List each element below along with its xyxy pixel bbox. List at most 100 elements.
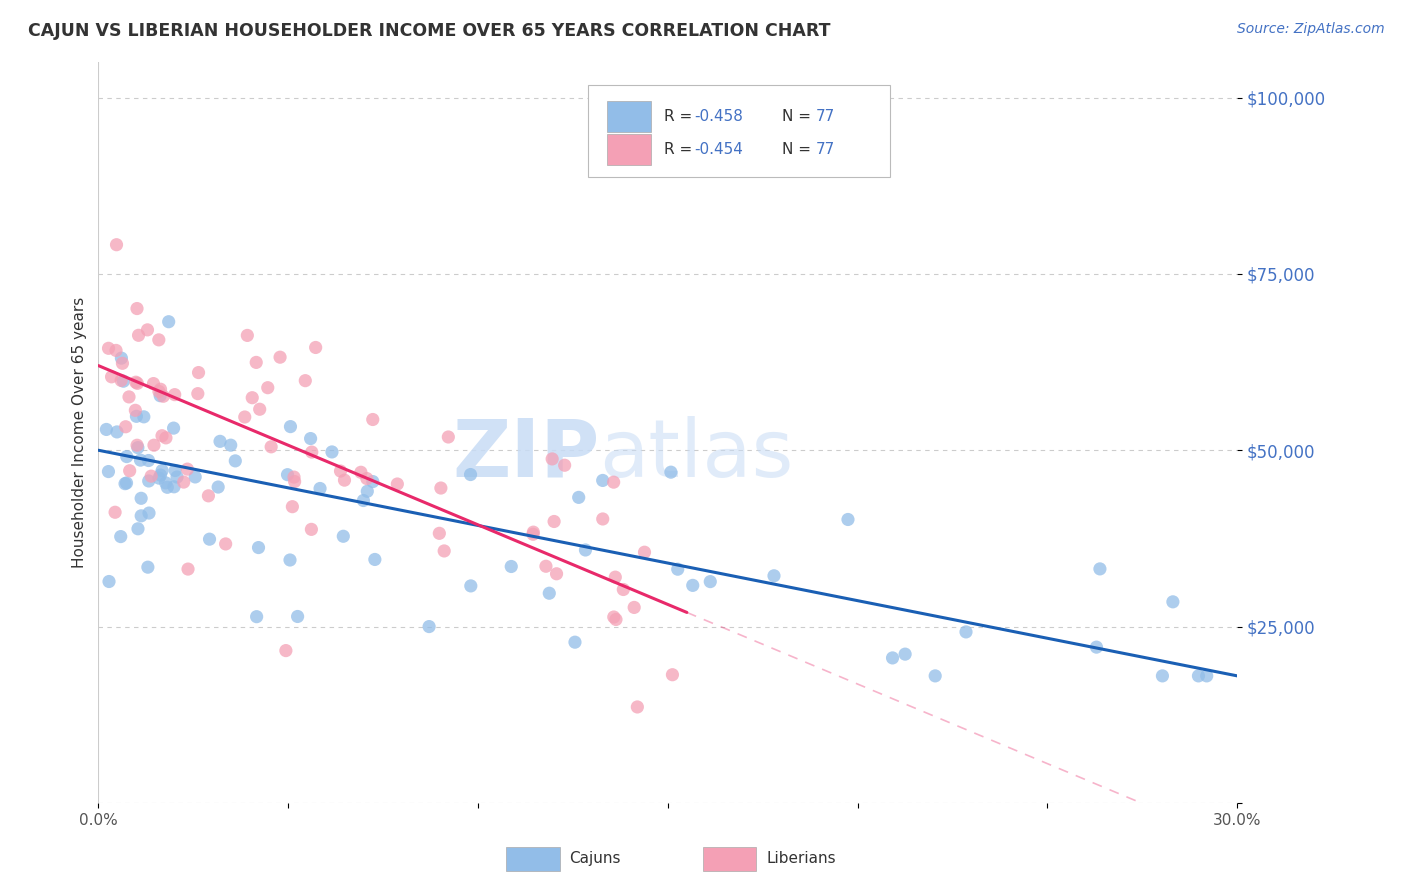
Point [245, 355, 267, 369]
Point [460, 467, 482, 482]
Point [633, 545, 655, 559]
Point [127, 522, 149, 536]
Point [299, 432, 322, 446]
Point [274, 643, 297, 657]
Point [249, 402, 271, 417]
Point [256, 381, 278, 395]
Point [356, 484, 378, 499]
Point [1195, 669, 1218, 683]
Point [152, 389, 174, 403]
Point [110, 373, 132, 387]
Point [219, 438, 242, 452]
Point [278, 553, 301, 567]
Point [112, 374, 135, 388]
Point [125, 438, 148, 452]
Point [361, 412, 384, 426]
Point [605, 612, 627, 626]
Point [1085, 640, 1108, 654]
Point [1187, 669, 1209, 683]
Point [603, 610, 626, 624]
Point [564, 635, 586, 649]
Point [659, 465, 682, 479]
Point [236, 328, 259, 343]
Point [132, 409, 155, 424]
Point [125, 301, 148, 316]
Point [361, 475, 384, 489]
Point [352, 493, 374, 508]
Point [276, 467, 298, 482]
Point [111, 356, 134, 370]
Point [114, 476, 136, 491]
Point [187, 386, 209, 401]
Point [1152, 669, 1174, 683]
Point [699, 574, 721, 589]
Point [894, 647, 917, 661]
Point [184, 470, 207, 484]
Point [301, 445, 323, 459]
Point [176, 462, 198, 476]
Point [138, 453, 160, 467]
Point [128, 328, 150, 343]
Point [125, 375, 148, 389]
Point [430, 481, 453, 495]
Point [427, 526, 450, 541]
Point [283, 470, 305, 484]
Point [138, 474, 160, 488]
Point [207, 480, 229, 494]
Point [165, 463, 187, 477]
Point [602, 475, 624, 490]
Point [329, 464, 352, 478]
Point [541, 451, 564, 466]
Point [127, 441, 149, 455]
Point [350, 465, 373, 479]
Point [233, 409, 256, 424]
Point [105, 343, 128, 358]
Point [246, 609, 269, 624]
Text: R =: R = [665, 142, 697, 157]
FancyBboxPatch shape [588, 85, 890, 178]
Point [287, 609, 309, 624]
Point [501, 559, 523, 574]
Point [240, 391, 263, 405]
Point [568, 491, 591, 505]
Point [623, 600, 645, 615]
Point [118, 464, 141, 478]
Point [100, 369, 122, 384]
Point [284, 475, 307, 489]
Point [97, 465, 120, 479]
Point [129, 508, 152, 523]
Point [661, 667, 683, 681]
Point [666, 562, 689, 576]
Point [136, 560, 159, 574]
Point [150, 464, 173, 478]
Point [543, 515, 565, 529]
Point [110, 530, 132, 544]
Point [163, 387, 186, 401]
Point [538, 586, 561, 600]
Point [305, 341, 328, 355]
Point [138, 506, 160, 520]
Y-axis label: Householder Income Over 65 years: Householder Income Over 65 years [72, 297, 87, 568]
Point [364, 552, 387, 566]
Point [574, 543, 596, 558]
Text: atlas: atlas [599, 416, 794, 494]
Point [148, 384, 170, 399]
Point [96, 422, 118, 436]
Point [1161, 595, 1184, 609]
Point [1088, 562, 1111, 576]
Point [110, 351, 132, 365]
Point [149, 389, 172, 403]
Point [173, 475, 195, 489]
Point [105, 237, 128, 252]
Point [333, 473, 356, 487]
Point [605, 570, 627, 584]
Text: ZIP: ZIP [453, 416, 599, 494]
Point [114, 419, 136, 434]
Point [129, 453, 152, 467]
Point [157, 315, 180, 329]
Point [546, 566, 568, 581]
Point [460, 579, 482, 593]
Point [281, 500, 304, 514]
Text: Cajuns: Cajuns [569, 852, 621, 866]
Point [387, 477, 409, 491]
